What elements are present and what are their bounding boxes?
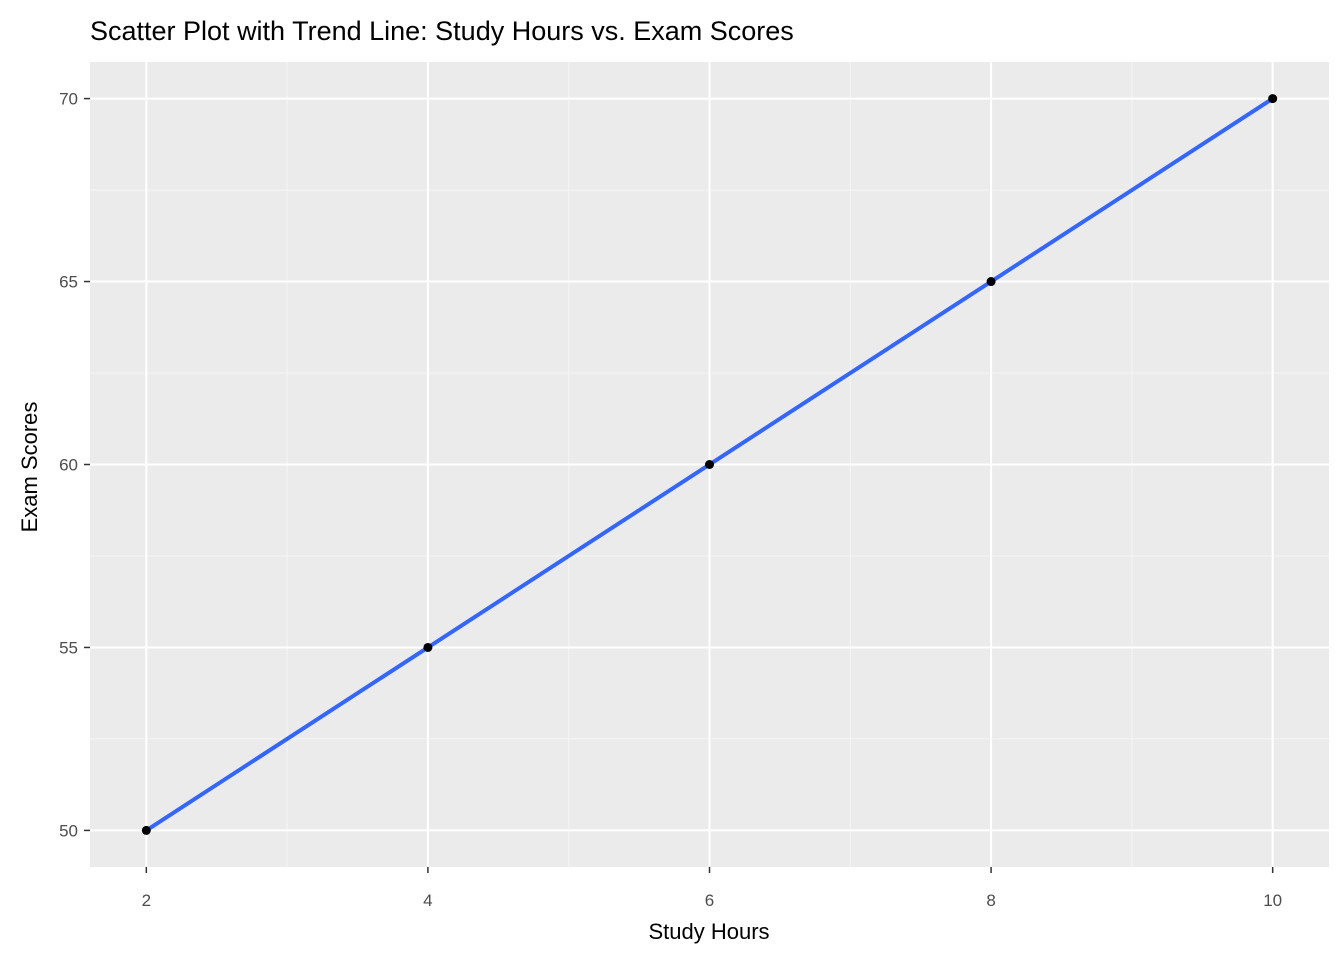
x-axis-tick-labels: 2 4 6 8 10 [142,891,1283,910]
y-tick-label: 55 [59,638,78,657]
x-tick-label: 10 [1263,891,1282,910]
x-axis-ticks [145,867,1274,873]
y-axis-tick-labels: 50 55 60 65 70 [59,90,78,841]
data-point [705,460,714,469]
data-points-layer [141,94,1278,835]
data-point [141,825,151,835]
y-axis-ticks [84,97,90,832]
data-point [1268,94,1278,104]
x-tick-label: 4 [423,891,432,910]
x-tick-label: 2 [142,891,151,910]
y-tick-label: 60 [59,456,78,475]
y-tick-label: 70 [59,90,78,109]
y-axis-title: Exam Scores [17,402,42,533]
y-tick-label: 50 [59,821,78,840]
chart-title: Scatter Plot with Trend Line: Study Hour… [90,16,794,46]
y-tick-label: 65 [59,273,78,292]
data-point [986,277,996,287]
x-tick-label: 8 [986,891,995,910]
x-tick-label: 6 [705,891,714,910]
data-point [423,642,433,652]
x-axis-title: Study Hours [648,919,769,944]
